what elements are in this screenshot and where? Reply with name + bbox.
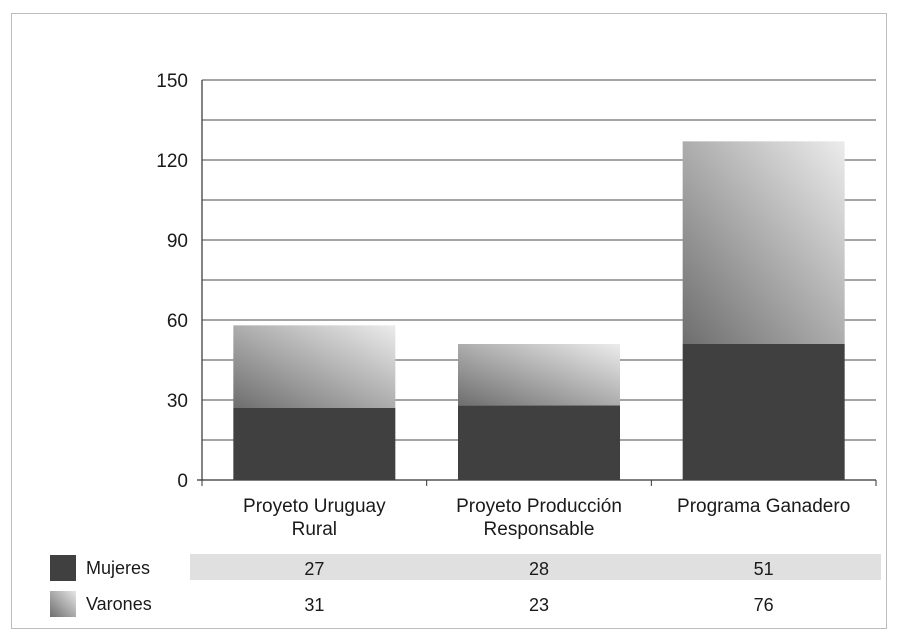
legend-swatch: [50, 555, 76, 581]
bar-mujeres: [682, 344, 845, 480]
legend-label: Mujeres: [86, 558, 150, 578]
data-table: Mujeres 27 28 51 Varones 31 23 76: [50, 554, 881, 617]
legend-label: Varones: [86, 594, 152, 614]
table-cell: 28: [529, 559, 549, 579]
legend-swatch: [50, 591, 76, 617]
table-cell: 27: [304, 559, 324, 579]
x-tick-label: Proyeto Uruguay Rural: [243, 496, 386, 540]
table-cell: 31: [304, 595, 324, 615]
x-tick-labels: Proyeto Uruguay Rural Proyeto Producción Re…: [243, 496, 850, 540]
bar-mujeres: [458, 405, 620, 480]
y-tick-label: 150: [156, 71, 188, 92]
y-tick-label: 30: [167, 391, 188, 412]
bar-mujeres: [233, 408, 396, 480]
y-tick-label: 120: [156, 151, 188, 172]
y-tick-labels: 0 30 60 90 120 150: [156, 71, 188, 492]
bar-varones: [682, 141, 845, 344]
table-cell: 23: [529, 595, 549, 615]
y-tick-label: 0: [177, 471, 188, 492]
bars: [233, 141, 845, 480]
bar-varones: [458, 344, 620, 406]
x-tick-label: Proyeto Producción Responsable: [456, 496, 622, 540]
table-cell: 51: [754, 559, 774, 579]
table-row-band: [190, 554, 881, 580]
table-cell: 76: [754, 595, 774, 615]
y-tick-label: 60: [167, 311, 188, 332]
y-tick-label: 90: [167, 231, 188, 252]
x-tick-label: Programa Ganadero: [677, 496, 850, 517]
bar-varones: [233, 325, 396, 408]
